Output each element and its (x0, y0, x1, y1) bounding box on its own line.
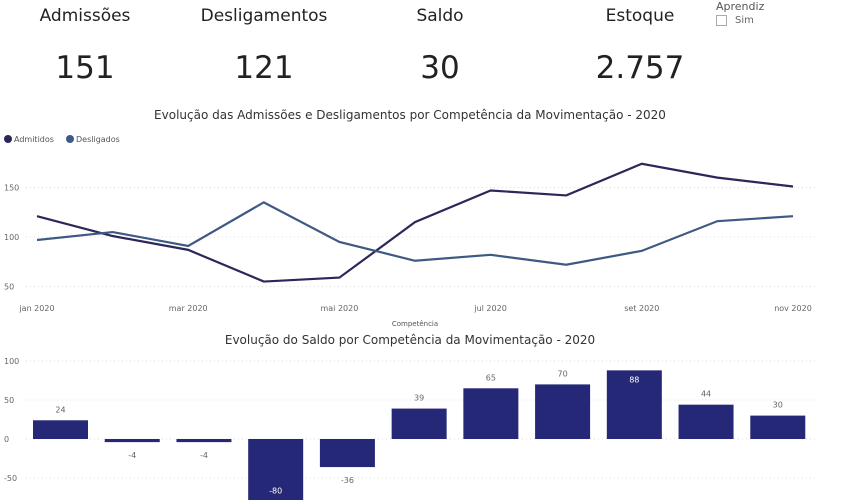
data-label: 30 (773, 401, 783, 410)
y-tick-label: 100 (4, 233, 19, 242)
legend-marker-admitidos (4, 135, 12, 143)
kpi-value: 151 (55, 50, 115, 86)
data-label: -4 (200, 451, 208, 460)
legend-marker-desligados (66, 135, 74, 143)
kpi-label: Estoque (605, 6, 675, 26)
y-tick-label: 150 (4, 184, 19, 193)
data-label: 70 (557, 369, 567, 378)
slicer-option-label: Sim (735, 15, 754, 26)
slicer-option-sim[interactable]: Sim (716, 15, 764, 26)
data-label: 88 (629, 375, 639, 384)
line-legend: Admitidos Desligados (4, 135, 120, 144)
checkbox[interactable] (716, 15, 727, 26)
bar (463, 388, 519, 439)
kpi-value: 30 (420, 50, 460, 86)
data-label: -4 (128, 451, 136, 460)
y-tick-label: -50 (4, 474, 17, 483)
x-tick-label: set 2020 (624, 304, 659, 313)
kpi-label: Desligamentos (200, 6, 328, 26)
y-tick-label: 50 (4, 283, 14, 292)
slicer-title: Aprendiz (716, 0, 765, 13)
y-tick-label: 100 (4, 357, 19, 366)
data-label: -36 (341, 476, 354, 485)
bar (176, 439, 232, 443)
line-chart-title: Evolução das Admissões e Desligamentos p… (154, 108, 666, 122)
bar (750, 415, 806, 439)
bar (535, 384, 591, 439)
y-tick-label: 0 (4, 435, 9, 444)
data-label: 65 (486, 373, 496, 382)
x-tick-label: mar 2020 (169, 304, 208, 313)
y-tick-label: 50 (4, 396, 14, 405)
legend-label-admitidos: Admitidos (14, 135, 54, 144)
bar (104, 439, 160, 443)
aprendiz-slicer: Aprendiz Sim (716, 0, 764, 26)
data-label: -80 (269, 486, 282, 495)
x-tick-label: nov 2020 (774, 304, 812, 313)
bar (248, 439, 304, 500)
series-line-desligados (36, 201, 794, 266)
kpi-label: Saldo (416, 6, 464, 26)
x-tick-label: mai 2020 (320, 304, 358, 313)
bar-chart-title: Evolução do Saldo por Competência da Mov… (225, 333, 595, 347)
bar (33, 420, 88, 439)
bar (678, 404, 734, 439)
x-tick-label: jul 2020 (473, 304, 506, 313)
bar (391, 408, 447, 439)
data-label: 39 (414, 394, 424, 403)
kpi-label: Admissões (39, 6, 131, 26)
data-label: 44 (701, 390, 711, 399)
kpi-value: 121 (234, 50, 294, 86)
kpi-value: 2.757 (595, 50, 685, 86)
legend-label-desligados: Desligados (76, 135, 120, 144)
data-label: 24 (55, 405, 65, 414)
x-tick-label: jan 2020 (18, 304, 54, 313)
series-line-admitidos (36, 162, 794, 283)
bar (606, 370, 662, 439)
bar (319, 439, 375, 468)
line-x-axis-title: Competência (392, 320, 438, 328)
